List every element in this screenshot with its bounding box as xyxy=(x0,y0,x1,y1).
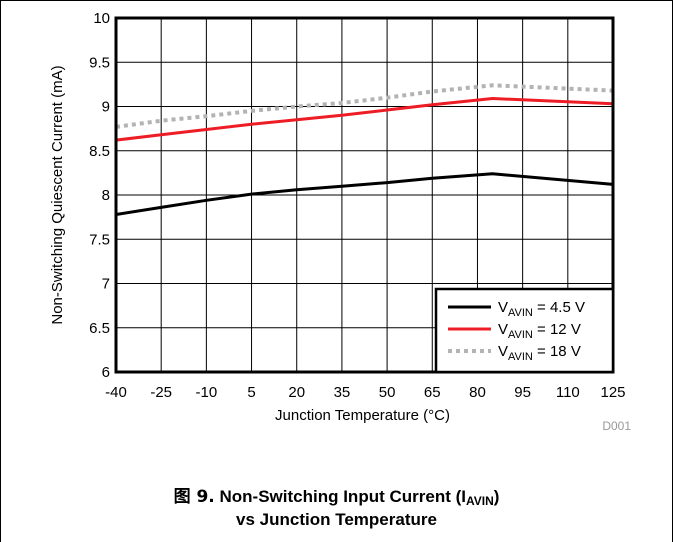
x-tick-label: 95 xyxy=(514,384,531,401)
figure-caption-line-2: vs Junction Temperature xyxy=(236,510,437,529)
y-tick-label: 6 xyxy=(102,364,110,381)
y-tick-label: 7 xyxy=(102,276,110,293)
chart-grid xyxy=(116,18,613,372)
plot-frame xyxy=(114,16,615,374)
y-tick-label: 6.5 xyxy=(89,320,110,337)
caption-title-start: Non-Switching Input Current (I xyxy=(214,487,466,506)
x-tick-label: 80 xyxy=(469,384,486,401)
y-tick-label: 10 xyxy=(93,10,110,27)
legend-label: VAVIN = 12 V xyxy=(498,321,581,341)
y-tick-label: 7.5 xyxy=(89,231,110,248)
x-axis-label: Junction Temperature (°C) xyxy=(275,407,450,424)
legend-label: VAVIN = 4.5 V xyxy=(498,299,585,319)
y-tick-label: 9 xyxy=(102,99,110,116)
x-tick-label: 20 xyxy=(288,384,305,401)
figure-watermark: D001 xyxy=(602,419,631,433)
x-tick-labels: -40 -25 -10 5 20 35 50 65 80 95 110 125 xyxy=(105,384,625,401)
x-tick-label: 5 xyxy=(247,384,255,401)
x-tick-label: 35 xyxy=(334,384,351,401)
line-chart: 6 6.5 7 7.5 8 8.5 9 9.5 10 -40 -25 -10 5 20 35 50 65 80 9… xyxy=(49,10,631,433)
legend-label: VAVIN = 18 V xyxy=(498,343,581,363)
x-tick-label: 50 xyxy=(379,384,396,401)
chart-series xyxy=(115,83,614,216)
x-tick-label: 125 xyxy=(600,384,625,401)
y-axis-label: Non-Switching Quiescent Current (mA) xyxy=(49,65,66,324)
y-tick-label: 8.5 xyxy=(89,143,110,160)
caption-title-subscript: AVIN xyxy=(465,494,494,508)
y-tick-label: 8 xyxy=(102,187,110,204)
figure-number: 图 9. xyxy=(173,487,215,507)
caption-title-end: ) xyxy=(493,487,500,506)
x-tick-label: -40 xyxy=(105,384,127,401)
x-tick-label: -10 xyxy=(196,384,218,401)
figure-caption-line-1: 图 9. Non-Switching Input Current (IAVIN) xyxy=(0,482,673,508)
x-tick-label: -25 xyxy=(150,384,172,401)
frame-top-border xyxy=(0,0,673,1)
frame-left-border xyxy=(0,0,1,542)
x-tick-label: 65 xyxy=(424,384,441,401)
series-line xyxy=(115,97,614,142)
series-line xyxy=(115,172,614,216)
y-tick-labels: 6 6.5 7 7.5 8 8.5 9 9.5 10 xyxy=(89,10,110,381)
y-tick-label: 9.5 xyxy=(89,54,110,71)
x-tick-label: 110 xyxy=(556,384,580,401)
